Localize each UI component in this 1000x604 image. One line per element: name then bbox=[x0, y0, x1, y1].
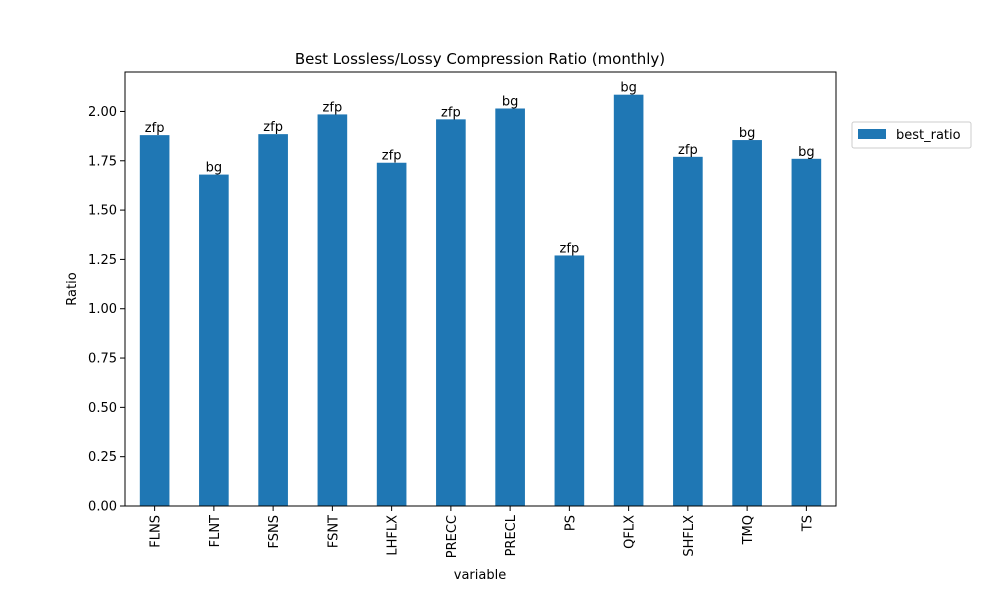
y-tick-label: 0.50 bbox=[88, 401, 117, 416]
bar-ts bbox=[791, 158, 822, 507]
x-tick-label-fsns: FSNS bbox=[267, 515, 282, 548]
y-tick-label: 1.25 bbox=[88, 253, 117, 268]
bar-shflx bbox=[673, 156, 703, 506]
bar-label-precl: bg bbox=[502, 94, 519, 109]
legend-frame bbox=[851, 121, 972, 149]
axes-frame bbox=[124, 71, 837, 507]
bar-label-flns: zfp bbox=[145, 121, 165, 136]
chart-title: Best Lossless/Lossy Compression Ratio (m… bbox=[295, 50, 665, 68]
bar-fsns bbox=[258, 134, 288, 506]
x-tick-label-lhflx: LHFLX bbox=[386, 515, 401, 556]
x-tick-label-shflx: SHFLX bbox=[682, 515, 697, 557]
bar-label-tmq: bg bbox=[739, 126, 756, 141]
legend-label: best_ratio bbox=[896, 128, 961, 143]
x-tick-label-fsnt: FSNT bbox=[326, 515, 341, 548]
bar-flnt bbox=[199, 174, 229, 506]
y-tick-label: 1.00 bbox=[88, 302, 117, 317]
bar-label-fsnt: zfp bbox=[323, 100, 343, 115]
x-tick-label-flns: FLNS bbox=[149, 515, 164, 548]
bar-label-flnt: bg bbox=[206, 161, 223, 176]
bar-qflx bbox=[613, 94, 644, 506]
plot-area: zfp FLNS bg FLNT zfp FSNS zfp FSNT zfp LHFLX zfp PR… bbox=[88, 71, 837, 558]
bar-label-ts: bg bbox=[798, 145, 815, 160]
bar-label-qflx: bg bbox=[620, 81, 637, 96]
x-tick-label-precc: PRECC bbox=[445, 515, 460, 558]
x-tick-label-precl: PRECL bbox=[504, 514, 519, 556]
x-tick-label-tmq: TMQ bbox=[741, 515, 756, 545]
x-tick-label-ps: PS bbox=[563, 515, 578, 531]
bar-lhflx bbox=[376, 162, 407, 506]
bar-ps bbox=[554, 255, 585, 506]
y-tick-label: 0.25 bbox=[88, 450, 117, 465]
x-tick-label-ts: TS bbox=[800, 515, 815, 532]
bar-precc bbox=[436, 119, 466, 506]
x-axis-label: variable bbox=[454, 568, 506, 583]
bar-fsnt bbox=[317, 114, 348, 506]
y-tick-label: 1.50 bbox=[88, 204, 117, 219]
x-tick-label-flnt: FLNT bbox=[208, 515, 223, 547]
bar-tmq bbox=[732, 140, 762, 507]
bar-flns bbox=[139, 135, 170, 507]
bar-label-lhflx: zfp bbox=[382, 149, 402, 164]
y-tick-label: 2.00 bbox=[88, 105, 117, 120]
y-tick-label: 0.00 bbox=[88, 500, 117, 515]
bar-label-shflx: zfp bbox=[678, 143, 698, 158]
legend: best_ratio bbox=[851, 121, 972, 149]
bar-label-ps: zfp bbox=[560, 241, 580, 256]
y-tick-label: 0.75 bbox=[88, 352, 117, 367]
x-tick-label-qflx: QFLX bbox=[623, 515, 638, 549]
y-axis-label: Ratio bbox=[65, 272, 80, 305]
bar-label-fsns: zfp bbox=[263, 120, 283, 135]
bar-precl bbox=[495, 108, 525, 506]
bar-label-precc: zfp bbox=[441, 105, 461, 120]
legend-swatch bbox=[858, 129, 886, 139]
y-tick-label: 1.75 bbox=[88, 154, 117, 169]
